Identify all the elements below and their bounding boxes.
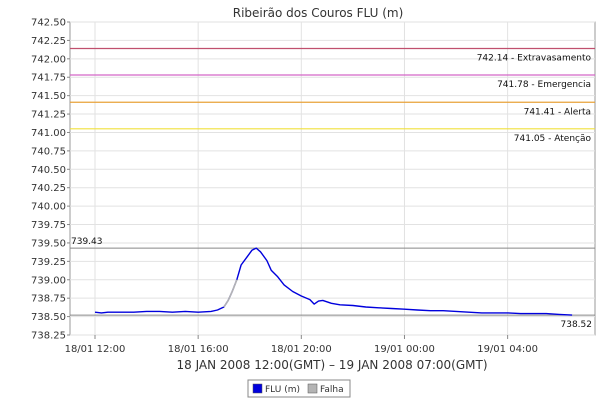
x-axis-ticks: 18/01 12:00 18/01 16:00 18/01 20:00 19/01 0… (65, 335, 538, 355)
y-tick-label: 742.00 (31, 54, 66, 65)
x-tick-label: 19/01 04:00 (477, 344, 538, 355)
legend-swatch-flu (252, 383, 263, 394)
series-lines (94, 247, 573, 316)
legend-swatch-falha (307, 383, 318, 394)
grid (70, 21, 595, 336)
threshold-label: 741.05 - Atenção (514, 134, 592, 144)
legend-frame (247, 379, 351, 398)
legend: FLU (m) Falha (247, 379, 351, 398)
y-tick-label: 742.25 (31, 36, 66, 47)
y-tick-label: 738.75 (31, 294, 66, 305)
x-axis-label: 18 JAN 2008 12:00(GMT) – 19 JAN 2008 07:… (176, 358, 487, 372)
y-tick-label: 741.75 (31, 73, 66, 84)
chart-title: Ribeirão dos Couros FLU (m) (233, 6, 404, 20)
y-tick-label: 739.00 (31, 275, 66, 286)
series-line-falha (223, 279, 238, 308)
y-tick-label: 739.25 (31, 257, 66, 268)
y-tick-label: 740.75 (31, 146, 66, 157)
plot-area (69, 21, 596, 336)
x-tick-label: 18/01 20:00 (271, 344, 332, 355)
y-tick-label: 741.00 (31, 128, 66, 139)
threshold-lines: 742.14 - Extravasamento 741.78 - Emergenc… (70, 47, 595, 330)
x-tick-label: 18/01 16:00 (168, 344, 229, 355)
y-tick-label: 741.25 (31, 110, 66, 121)
legend-label-falha: Falha (320, 385, 344, 395)
threshold-label: 742.14 - Extravasamento (477, 54, 592, 64)
x-tick-label: 18/01 12:00 (65, 344, 126, 355)
y-tick-label: 739.50 (31, 238, 66, 249)
y-tick-label: 739.75 (31, 220, 66, 231)
y-tick-label: 740.00 (31, 202, 66, 213)
y-tick-label: 738.25 (31, 331, 66, 342)
min-marker-label: 738.52 (561, 320, 593, 330)
threshold-label: 741.41 - Alerta (524, 107, 591, 117)
y-tick-label: 742.50 (31, 18, 66, 29)
x-tick-label: 19/01 00:00 (374, 344, 435, 355)
y-tick-label: 741.50 (31, 91, 66, 102)
y-tick-label: 738.50 (31, 312, 66, 323)
threshold-label: 741.78 - Emergencia (497, 80, 591, 90)
y-tick-label: 740.50 (31, 165, 66, 176)
legend-label-flu: FLU (m) (265, 385, 300, 395)
series-line-flu (94, 247, 573, 316)
y-tick-label: 740.25 (31, 183, 66, 194)
max-marker-label: 739.43 (71, 237, 103, 247)
y-axis-ticks: 742.50 742.25 742.00 741.75 741.50 741.25 741.… (31, 18, 70, 342)
